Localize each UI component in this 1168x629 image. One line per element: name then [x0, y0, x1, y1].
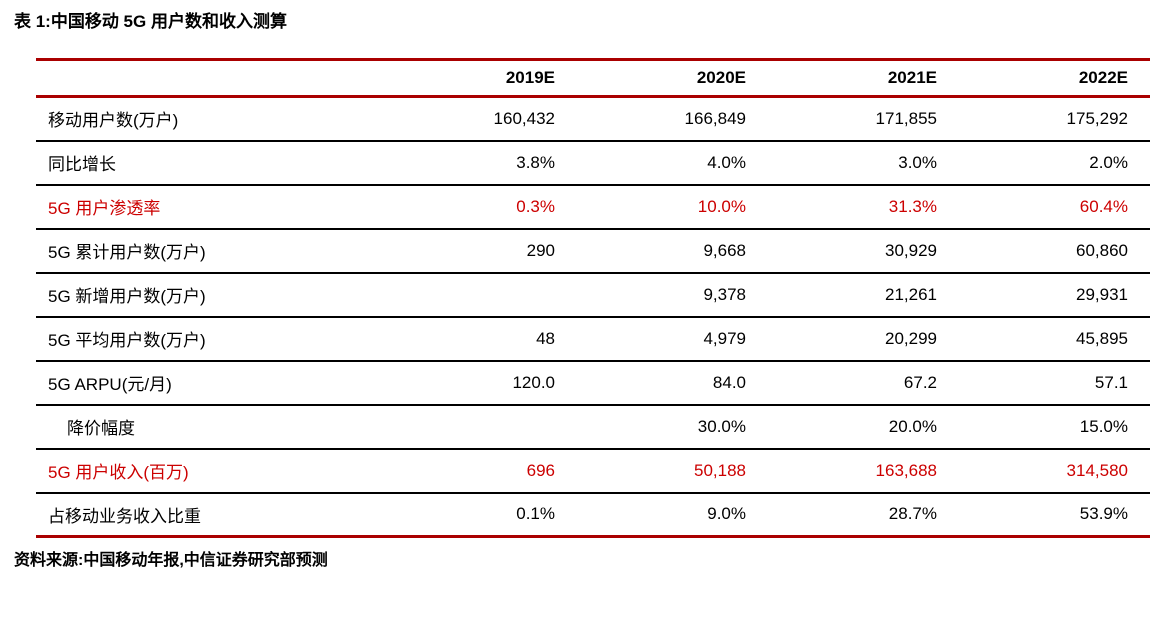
table-cell: 4,979 — [577, 315, 768, 361]
table-row: 5G 累计用户数(万户) 290 9,668 30,929 60,860 — [36, 227, 1150, 273]
table-cell: 3.8% — [386, 139, 577, 185]
table-header: 2019E 2020E 2021E 2022E — [36, 58, 1150, 98]
column-header-blank — [36, 58, 386, 98]
row-label: 5G 累计用户数(万户) — [36, 227, 386, 273]
column-header-2020e: 2020E — [577, 58, 768, 98]
table-cell: 3.0% — [768, 139, 959, 185]
table-cell: 60.4% — [959, 183, 1150, 229]
table-cell: 696 — [386, 447, 577, 493]
table-cell: 53.9% — [959, 491, 1150, 538]
data-table: 2019E 2020E 2021E 2022E 移动用户数(万户) 160,432… — [36, 58, 1150, 538]
row-label: 移动用户数(万户) — [48, 111, 179, 131]
table-cell — [386, 403, 577, 449]
table-row: 5G 用户渗透率 0.3% 10.0% 31.3% 60.4% — [36, 183, 1150, 229]
source-note: 资料来源:中国移动年报,中信证券研究部预测 — [14, 552, 328, 569]
row-label: 5G 新增用户数(万户) — [36, 271, 386, 317]
header-row: 2019E 2020E 2021E 2022E — [36, 58, 1150, 98]
table-cell: 9,668 — [577, 227, 768, 273]
row-label: 降价幅度 — [36, 403, 386, 449]
table-cell: 67.2 — [768, 359, 959, 405]
table-body: 移动用户数(万户) 160,432 166,849 171,855 175,292 同比增… — [36, 97, 1150, 538]
row-label: 5G ARPU(元/月) — [36, 359, 386, 405]
table-cell: 30.0% — [577, 403, 768, 449]
table-title: 表 1:中国移动 5G 用户数和收入测算 — [14, 12, 287, 31]
row-label: 5G 用户渗透率 — [36, 183, 386, 229]
table-cell: 171,855 — [875, 108, 937, 128]
table-cell: 45,895 — [959, 315, 1150, 361]
table-row: 占移动业务收入比重 0.1% 9.0% 28.7% 53.9% — [36, 491, 1150, 538]
table-cell: 31.3% — [768, 183, 959, 229]
table-cell: 0.1% — [386, 491, 577, 538]
table-cell: 84.0 — [577, 359, 768, 405]
table-row: 5G 用户收入(百万) 696 50,188 163,688 314,580 — [36, 447, 1150, 493]
table-cell: 60,860 — [959, 227, 1150, 273]
table-cell: 50,188 — [577, 447, 768, 493]
table-cell: 30,929 — [768, 227, 959, 273]
table-cell: 21,261 — [768, 271, 959, 317]
table-cell: 166,849 — [684, 108, 746, 128]
column-header-2022e: 2022E — [959, 58, 1150, 98]
table-cell: 163,688 — [768, 447, 959, 493]
row-label: 占移动业务收入比重 — [36, 491, 386, 538]
table-cell: 160,432 — [493, 108, 555, 128]
table-cell: 175,292 — [1066, 108, 1128, 128]
table-cell: 0.3% — [386, 183, 577, 229]
table-cell: 9,378 — [577, 271, 768, 317]
table-cell: 4.0% — [577, 139, 768, 185]
table-cell: 29,931 — [959, 271, 1150, 317]
table-row: 5G ARPU(元/月) 120.0 84.0 67.2 57.1 — [36, 359, 1150, 405]
table-row: 降价幅度 30.0% 20.0% 15.0% — [36, 403, 1150, 449]
row-label: 5G 平均用户数(万户) — [36, 315, 386, 361]
table-cell: 314,580 — [959, 447, 1150, 493]
table-cell: 2.0% — [959, 139, 1150, 185]
table-cell: 120.0 — [386, 359, 577, 405]
table-cell: 290 — [386, 227, 577, 273]
table-cell: 20,299 — [768, 315, 959, 361]
column-header-2019e: 2019E — [386, 58, 577, 98]
table-row: 移动用户数(万户) 160,432 166,849 171,855 175,292 — [36, 97, 1150, 141]
column-header-2021e: 2021E — [768, 58, 959, 98]
table-container: 2019E 2020E 2021E 2022E 移动用户数(万户) 160,432… — [36, 58, 1150, 538]
row-label: 5G 用户收入(百万) — [36, 447, 386, 493]
table-cell: 9.0% — [577, 491, 768, 538]
row-label: 同比增长 — [36, 139, 386, 185]
table-cell: 10.0% — [577, 183, 768, 229]
table-cell: 48 — [386, 315, 577, 361]
table-cell — [386, 271, 577, 317]
table-row: 5G 平均用户数(万户) 48 4,979 20,299 45,895 — [36, 315, 1150, 361]
table-cell: 15.0% — [959, 403, 1150, 449]
table-row: 5G 新增用户数(万户) 9,378 21,261 29,931 — [36, 271, 1150, 317]
table-row: 同比增长 3.8% 4.0% 3.0% 2.0% — [36, 139, 1150, 185]
table-cell: 20.0% — [768, 403, 959, 449]
table-cell: 28.7% — [768, 491, 959, 538]
table-cell: 57.1 — [959, 359, 1150, 405]
